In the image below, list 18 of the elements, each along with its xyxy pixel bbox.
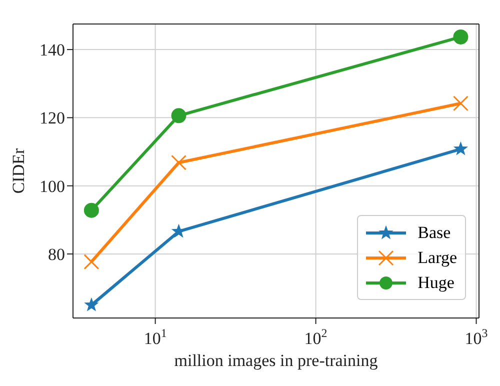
x-tick-label: 10$^{3}$ <box>464 326 488 348</box>
point <box>84 297 99 312</box>
legend-label: Base <box>418 222 451 242</box>
x-tick-label: 10$^{2}$ <box>304 326 328 348</box>
y-tick-label: 140 <box>40 40 65 60</box>
legend-label: Large <box>418 248 457 268</box>
point <box>84 254 100 270</box>
point <box>84 202 99 218</box>
point <box>452 96 468 112</box>
x-axis-title: million images in pre-training <box>174 351 378 370</box>
point <box>453 29 468 44</box>
legend-label: Huge <box>418 272 454 292</box>
y-tick-label: 100 <box>40 176 65 196</box>
y-axis-title: CIDEr <box>9 148 28 194</box>
x-tick-label: 10$^{1}$ <box>144 326 167 348</box>
y-tick-label: 120 <box>40 108 65 128</box>
point <box>453 141 468 156</box>
y-tick-label: 80 <box>48 244 65 264</box>
